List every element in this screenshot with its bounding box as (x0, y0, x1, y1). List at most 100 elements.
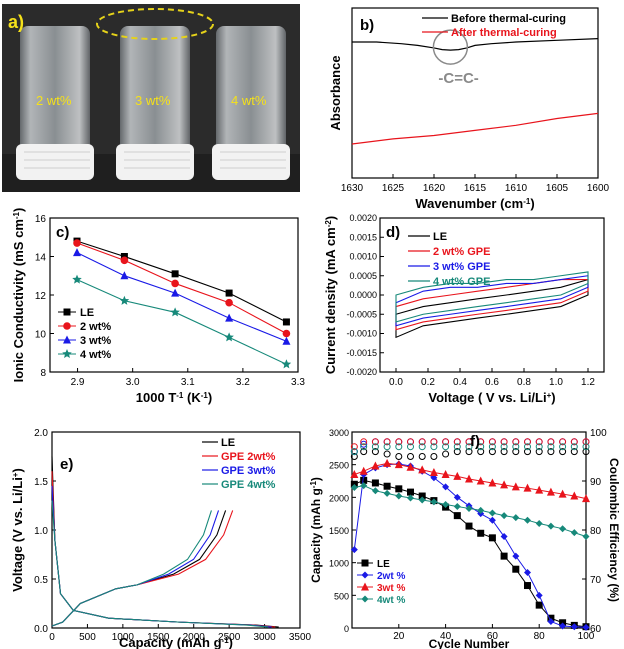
panel-d-xtick-label: 1.0 (549, 377, 563, 388)
panel-b-series-1 (352, 38, 599, 51)
panel-f-series-1-ce-point (512, 448, 520, 456)
panel-c-series-2-point (73, 239, 81, 247)
panel-c-xtick-label: 3.0 (126, 377, 140, 388)
panel-f-series-1-ce-point (477, 448, 485, 456)
panel-f-ylabel: Capacity (mAh g-1) (309, 477, 324, 583)
panel-f-series-1-point (477, 529, 485, 537)
panel-f-series-4-point (430, 498, 438, 506)
panel-d-xtick-label: 1.2 (581, 377, 595, 388)
panel-f-y2label: Coulombic Efficiency (%) (607, 458, 621, 602)
panel-c-xtick-label: 3.3 (291, 377, 305, 388)
panel-f-series-1-point (418, 492, 426, 500)
panel-f-series-2-point (535, 591, 543, 599)
panel-b-xtick-label: 1620 (423, 183, 446, 194)
panel-f-legend-label: 4wt % (377, 595, 405, 606)
panel-c-ylabel-part: -1 (12, 211, 21, 219)
panel-f-series-4-ce-point (442, 443, 450, 451)
panel-f-series-1-point (535, 601, 543, 609)
panel-f-series-3-ce-point (524, 438, 531, 446)
vials-illustration: a) 2 wt% 3 wt% 4 wt% (2, 4, 300, 192)
panel-f-ytick-label: 2500 (329, 461, 349, 471)
panel-f-legend-marker (361, 595, 369, 603)
panel-f-series-1-ce-point (360, 448, 368, 456)
panel-f-series-4-point (442, 501, 450, 509)
panel-c-xlabel-part: -1 (201, 391, 209, 400)
panel-f-series-4-ce-point (395, 443, 403, 451)
panel-e-label: e) (60, 456, 73, 473)
panel-f-series-3-ce-point (442, 438, 450, 446)
panel-f-xtick-label: 100 (578, 631, 595, 642)
vial-label-1: 2 wt% (36, 93, 72, 108)
panel-f-series-1-point (360, 476, 368, 484)
panel-f-series-3-ce-point (559, 438, 567, 446)
panel-f-series-4-ce-point (453, 443, 461, 451)
panel-f-series-1-ce-point (371, 448, 379, 456)
panel-f-series-1-point (383, 482, 391, 490)
panel-d-ytick-label: 0.0010 (349, 252, 377, 262)
panel-d-ytick-label: 0.0005 (349, 271, 377, 281)
panel-c-series-3-point (73, 248, 82, 257)
panel-c-ytick-label: 12 (35, 291, 47, 302)
panel-f-series-1-ce-point (442, 450, 450, 458)
panel-c-series-3-point (120, 271, 129, 280)
panel-f-xtick-label: 80 (534, 631, 546, 642)
panel-e-series-4-charge (51, 510, 212, 627)
panel-c-ytick-label: 14 (35, 253, 47, 264)
panel-d: 0.0 0.2 0.4 0.6 0.8 1.0 1.2 -0.0020 -0.0015 -0.00… (323, 213, 605, 405)
panel-f-series-3-point (546, 487, 555, 496)
panel-c-xlabel-part: -1 (176, 391, 184, 400)
panel-f-series-3-point (350, 469, 359, 478)
panel-f-series-3-ce-point (418, 438, 426, 446)
panel-d-ylabel-part: ) (323, 216, 338, 220)
panel-f-series-4-ce-point (488, 443, 496, 451)
panel-e-xtick-label: 2000 (183, 632, 206, 643)
panel-c-series-2-point (171, 279, 179, 288)
panel-b-label: b) (360, 17, 374, 34)
panel-f-series-1-ce-point (407, 453, 414, 460)
panel-f-ylabel-part: -1 (309, 481, 318, 489)
panel-f-xtick-label: 40 (440, 631, 452, 642)
vial-label-3: 4 wt% (231, 93, 267, 108)
panel-b-legend-label: After thermal-curing (451, 27, 557, 39)
panel-c-xlabel-part: 1000 T (136, 390, 177, 405)
panel-e-legend-label: GPE 2wt% (221, 451, 276, 463)
panel-f-y2tick-label: 90 (590, 477, 602, 488)
panel-f-xlabel: Cycle Number (429, 637, 510, 649)
panel-f-series-4-ce-point (582, 443, 590, 451)
panel-d-ytick-label: 0.0015 (349, 232, 377, 242)
panel-e-series-3-charge (51, 510, 220, 627)
panel-c-series-2-point (225, 298, 233, 307)
panel-c-legend-marker (62, 349, 72, 359)
panel-f-y2label-part: Coulombic Efficiency (%) (607, 458, 621, 602)
panel-f-series-1-point (500, 552, 508, 560)
panel-f-legend-marker (361, 571, 369, 579)
panel-e-xlabel: Capacity (mAh g-1) (119, 635, 233, 649)
panel-f-ytick-label: 1000 (329, 559, 349, 569)
panel-f-series-4-point (418, 496, 426, 504)
panel-e-legend-label: GPE 4wt% (221, 479, 276, 491)
panel-f-series-4-point (360, 482, 368, 490)
panel-d-xlabel-part: Voltage ( V vs. Li/Li (428, 390, 546, 405)
panel-f-series-4-ce-point (512, 443, 520, 451)
panel-f-series-4-point (512, 514, 520, 522)
panel-e-legend-label: GPE 3wt% (221, 465, 276, 477)
panel-e-ylabel-part: Voltage (V vs. Li/Li (10, 477, 25, 592)
panel-b-xtick-label: 1605 (546, 183, 569, 194)
panel-d-xlabel: Voltage ( V vs. Li/Li+) (428, 390, 555, 405)
panel-c-xlabel: 1000 T-1 (K-1) (136, 390, 212, 405)
panel-b-ylabel: Absorbance (328, 55, 343, 130)
panel-f-series-4-ce-point (430, 443, 438, 451)
panel-f-series-1-ce-point (570, 448, 578, 456)
panel-f-series-1-ce-point (453, 448, 461, 456)
panel-f-series-1-ce-point (350, 453, 358, 460)
panel-e-xtick-label: 1000 (112, 632, 135, 643)
panel-f-ylabel-part: Capacity (mAh g (309, 488, 323, 583)
panel-b: 1630 1625 1620 1615 1610 1605 1600 -C=C-b) Befor… (328, 7, 610, 211)
panel-c-series-4-point (72, 274, 82, 284)
panel-f-series-3-ce-point (395, 438, 403, 446)
panel-f-y2tick-label: 60 (590, 624, 602, 635)
panel-f-series-2-point (350, 546, 358, 554)
panel-f-series-3-point (570, 491, 579, 500)
panel-f-series-2-ce-point (360, 440, 368, 448)
panel-f-series-3-ce-point (360, 438, 368, 446)
